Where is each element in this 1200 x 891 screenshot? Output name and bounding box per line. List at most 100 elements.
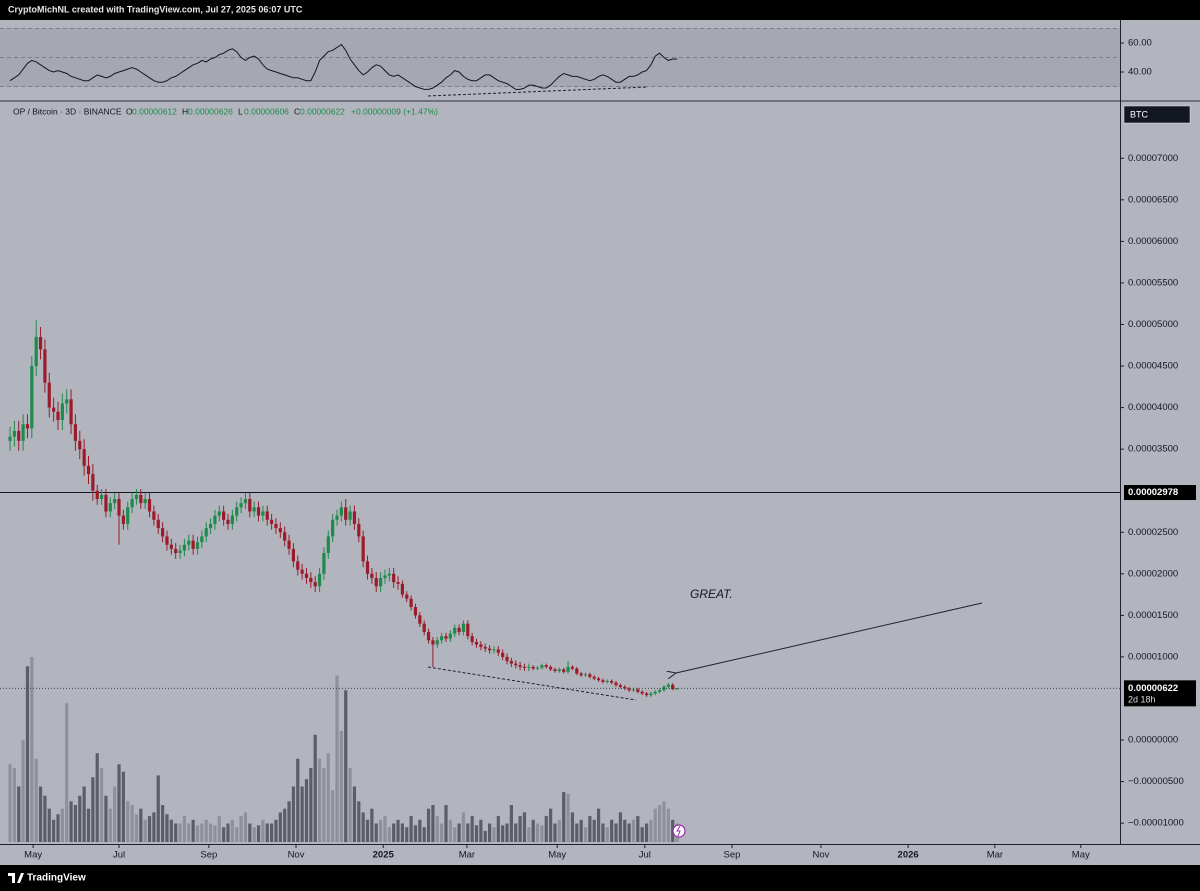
candle-body xyxy=(557,669,561,672)
volume-bar xyxy=(126,801,130,842)
volume-bar xyxy=(300,786,304,842)
x-tick-label: May xyxy=(548,850,566,861)
volume-bar xyxy=(405,827,409,842)
candle-body xyxy=(322,553,326,574)
volume-bar xyxy=(531,819,535,842)
candle-body xyxy=(217,511,221,516)
candle-body xyxy=(553,669,557,672)
volume-bar xyxy=(291,786,296,842)
volume-bar xyxy=(549,808,553,842)
volume-bar xyxy=(34,758,38,842)
rsi-trend-line xyxy=(427,86,649,97)
ohlc-value: 0.00000612 xyxy=(132,106,177,116)
candle-body xyxy=(483,646,487,649)
y-tick-label: 0.00006500 xyxy=(1128,194,1178,205)
candle-body xyxy=(104,494,108,512)
candle-body xyxy=(675,688,679,690)
candle-body xyxy=(509,661,513,664)
volume-bar xyxy=(631,819,636,842)
rsi-tick-label: 60.00 xyxy=(1128,38,1152,49)
volume-bar xyxy=(43,795,47,842)
volume-bar xyxy=(378,819,383,842)
volume-bar xyxy=(204,819,208,842)
volume-bar xyxy=(121,771,125,842)
volume-bar xyxy=(522,812,527,842)
candle-body xyxy=(435,640,439,645)
volume-bar xyxy=(195,825,200,842)
volume-bar xyxy=(453,827,457,842)
x-tick-label: Sep xyxy=(724,850,741,861)
volume-bar xyxy=(426,808,431,842)
candle-body xyxy=(596,678,601,681)
candle-body xyxy=(470,636,474,642)
candle-body xyxy=(304,573,309,578)
candle-body xyxy=(222,511,226,520)
volume-bar xyxy=(570,812,575,842)
volume-bar xyxy=(317,758,322,842)
candle-body xyxy=(182,544,187,551)
candle-body xyxy=(213,515,217,524)
candle-body xyxy=(378,577,383,587)
volume-bar xyxy=(283,808,287,842)
volume-bar xyxy=(113,786,117,842)
candle-body xyxy=(392,573,396,583)
footer-bar xyxy=(0,865,1200,891)
volume-bar xyxy=(82,786,86,842)
candle-body xyxy=(117,499,121,516)
volume-bar xyxy=(562,792,566,842)
volume-bar xyxy=(217,816,221,842)
volume-bar xyxy=(99,768,104,842)
volume-bar xyxy=(553,823,557,842)
volume-bar xyxy=(658,805,662,842)
volume-bar xyxy=(278,812,282,842)
y-tick-label: 0.00004000 xyxy=(1128,402,1178,413)
candle-body xyxy=(461,623,466,632)
candle-body xyxy=(300,569,304,574)
candle-body xyxy=(653,691,657,694)
ohlc-value: 0.00000622 xyxy=(300,106,345,116)
horizontal-line-box xyxy=(1124,485,1196,501)
volume-bar xyxy=(392,823,396,842)
volume-bar xyxy=(487,823,492,842)
volume-bar xyxy=(335,675,339,842)
volume-bar xyxy=(409,816,413,842)
annotation: GREAT. xyxy=(690,587,733,601)
volume-bar xyxy=(579,819,583,842)
candle-body xyxy=(34,336,38,367)
x-tick-label: Mar xyxy=(987,850,1003,861)
footer-logo xyxy=(8,873,24,883)
candle-body xyxy=(396,582,400,584)
candle-body xyxy=(243,499,248,504)
event-icon-bolt xyxy=(676,825,681,837)
candle-body xyxy=(296,561,300,570)
candle-body xyxy=(614,682,618,686)
volume-bar xyxy=(518,816,522,842)
candle-body xyxy=(25,424,30,429)
candle-body xyxy=(474,641,479,645)
y-tick-label: 0.00002500 xyxy=(1128,527,1178,538)
volume-bar xyxy=(544,816,548,842)
candle-body xyxy=(496,649,500,653)
candle-body xyxy=(540,665,544,668)
volume-bar xyxy=(208,823,213,842)
volume-bar xyxy=(187,823,191,842)
ohlc-value: 0.00000606 xyxy=(244,106,289,116)
candle-body xyxy=(12,430,16,437)
volume-bar xyxy=(383,816,387,842)
candle-body xyxy=(200,536,204,543)
candle-body xyxy=(248,499,252,512)
volume-bar xyxy=(304,779,309,842)
candle-body xyxy=(570,666,575,669)
ohlc-key: L xyxy=(238,106,243,116)
candle-body xyxy=(636,689,640,692)
volume-bar xyxy=(256,825,261,842)
candle-body xyxy=(191,540,195,549)
volume-bar xyxy=(662,801,666,842)
candle-body xyxy=(121,515,125,524)
volume-bar xyxy=(623,819,627,842)
volume-bar xyxy=(296,758,300,842)
candle-body xyxy=(658,690,662,692)
volume-bar xyxy=(396,819,400,842)
volume-bar xyxy=(527,827,531,842)
candle-body xyxy=(588,674,592,677)
